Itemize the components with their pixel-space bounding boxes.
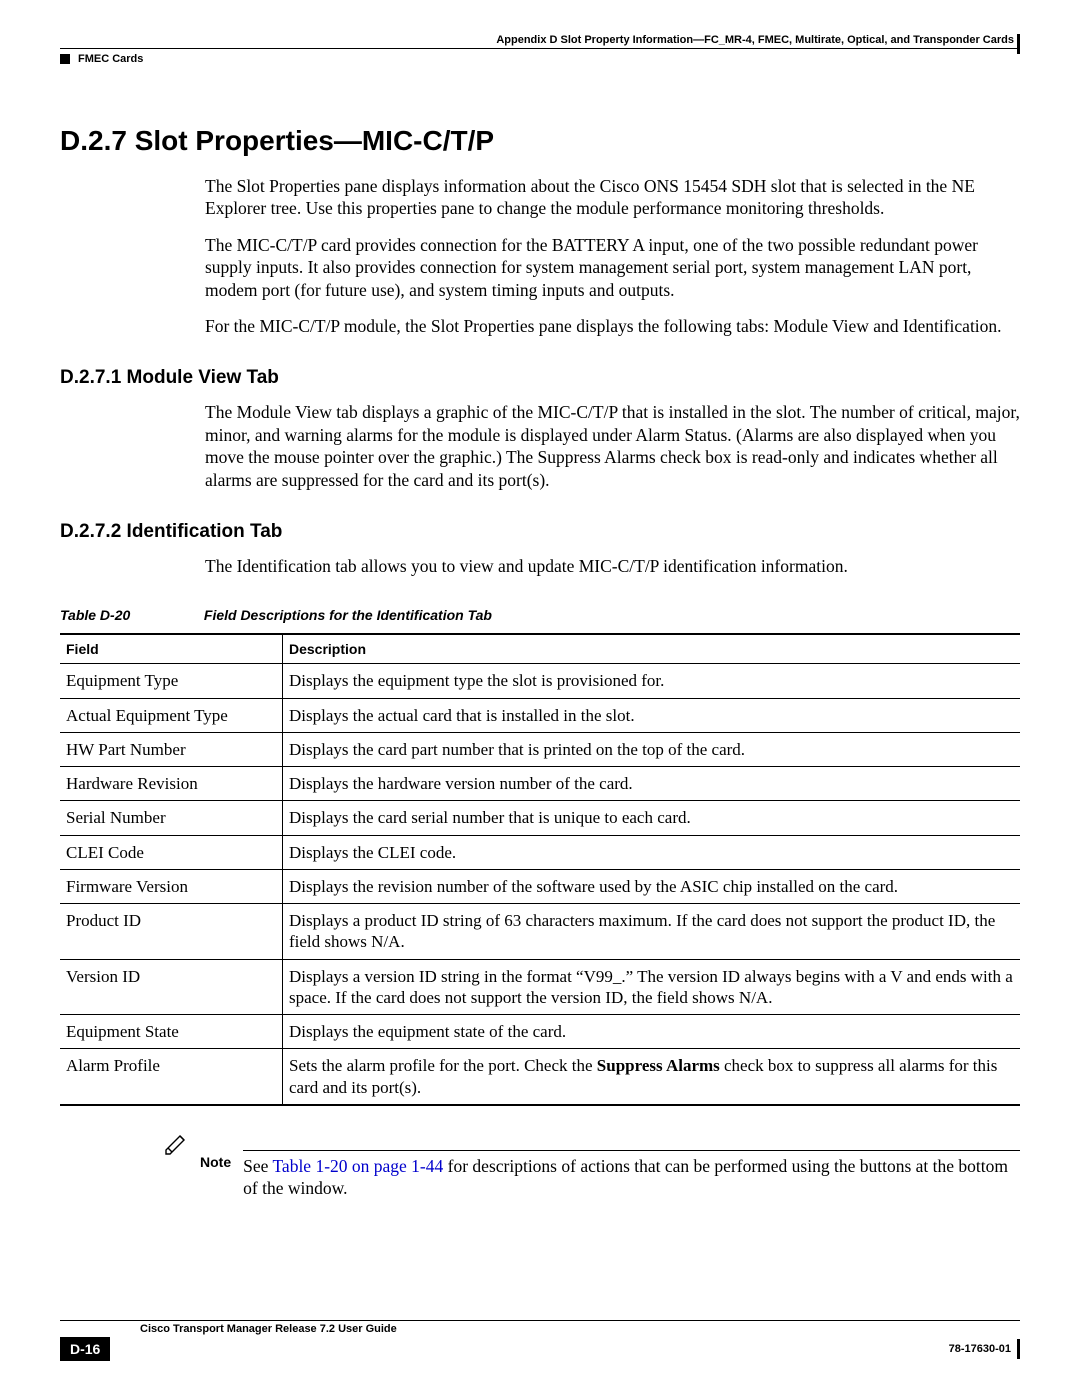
table-header-description: Description [283, 634, 1021, 664]
table-title: Field Descriptions for the Identificatio… [204, 607, 492, 623]
table-cell-field: Hardware Revision [60, 767, 283, 801]
header-subsection: FMEC Cards [60, 53, 1020, 65]
heading-2: D.2.7.2 Identification Tab [60, 521, 1020, 543]
table-row: Actual Equipment TypeDisplays the actual… [60, 698, 1020, 732]
table-cell-field: Alarm Profile [60, 1049, 283, 1105]
table-cell-field: CLEI Code [60, 835, 283, 869]
table-header-field: Field [60, 634, 283, 664]
page-footer: Cisco Transport Manager Release 7.2 User… [60, 1320, 1020, 1361]
paragraph: The Identification tab allows you to vie… [205, 555, 1020, 577]
header-rule [60, 48, 1020, 49]
table-cell-field: Version ID [60, 959, 283, 1015]
table-row: Version IDDisplays a version ID string i… [60, 959, 1020, 1015]
heading-1: D.2.7 Slot Properties—MIC-C/T/P [60, 125, 1020, 157]
footer-bar-icon [1017, 1339, 1020, 1359]
table-cell-field: Serial Number [60, 801, 283, 835]
table-cell-description: Displays the actual card that is install… [283, 698, 1021, 732]
note-link[interactable]: Table 1-20 on page 1-44 [272, 1156, 443, 1176]
note-block: Note See Table 1-20 on page 1-44 for des… [160, 1132, 1020, 1200]
note-label: Note [200, 1132, 231, 1170]
table-cell-description: Displays a version ID string in the form… [283, 959, 1021, 1015]
table-cell-description: Displays a product ID string of 63 chara… [283, 904, 1021, 960]
table-cell-field: Equipment State [60, 1015, 283, 1049]
table-cell-description: Displays the card part number that is pr… [283, 732, 1021, 766]
table-cell-field: Firmware Version [60, 869, 283, 903]
table-row: Equipment StateDisplays the equipment st… [60, 1015, 1020, 1049]
table-cell-description: Displays the revision number of the soft… [283, 869, 1021, 903]
pencil-icon [160, 1132, 190, 1158]
section-label: FMEC Cards [78, 53, 143, 65]
page-number-badge: D-16 [60, 1337, 110, 1361]
note-text: See Table 1-20 on page 1-44 for descript… [243, 1155, 1020, 1200]
footer-rule [60, 1320, 1020, 1321]
table-cell-description: Displays the equipment state of the card… [283, 1015, 1021, 1049]
note-text-wrap: See Table 1-20 on page 1-44 for descript… [243, 1132, 1020, 1200]
table-number: Table D-20 [60, 607, 200, 623]
table-row: Firmware VersionDisplays the revision nu… [60, 869, 1020, 903]
paragraph: The Slot Properties pane displays inform… [205, 175, 1020, 220]
note-rule [243, 1150, 1020, 1151]
table-row: CLEI CodeDisplays the CLEI code. [60, 835, 1020, 869]
table-row: Serial NumberDisplays the card serial nu… [60, 801, 1020, 835]
table-cell-field: Equipment Type [60, 664, 283, 698]
running-header: Appendix D Slot Property Information—FC_… [60, 34, 1020, 46]
paragraph: The MIC-C/T/P card provides connection f… [205, 234, 1020, 301]
table-row: Equipment TypeDisplays the equipment typ… [60, 664, 1020, 698]
document-page: Appendix D Slot Property Information—FC_… [0, 0, 1080, 1397]
header-bar-icon [1017, 34, 1020, 54]
table-cell-description: Displays the equipment type the slot is … [283, 664, 1021, 698]
table-cell-field: Product ID [60, 904, 283, 960]
table-cell-field: Actual Equipment Type [60, 698, 283, 732]
section-marker-icon [60, 54, 70, 64]
table-cell-description: Displays the CLEI code. [283, 835, 1021, 869]
table-body: Equipment TypeDisplays the equipment typ… [60, 664, 1020, 1105]
note-pre: See [243, 1156, 272, 1176]
table-caption: Table D-20 Field Descriptions for the Id… [60, 607, 1020, 623]
identification-table: Field Description Equipment TypeDisplays… [60, 633, 1020, 1106]
footer-title: Cisco Transport Manager Release 7.2 User… [60, 1323, 1020, 1335]
heading-2: D.2.7.1 Module View Tab [60, 367, 1020, 389]
table-cell-description: Sets the alarm profile for the port. Che… [283, 1049, 1021, 1105]
table-cell-description: Displays the card serial number that is … [283, 801, 1021, 835]
table-row: Alarm ProfileSets the alarm profile for … [60, 1049, 1020, 1105]
table-cell-description: Displays the hardware version number of … [283, 767, 1021, 801]
table-row: Hardware RevisionDisplays the hardware v… [60, 767, 1020, 801]
paragraph: The Module View tab displays a graphic o… [205, 401, 1020, 491]
table-row: HW Part NumberDisplays the card part num… [60, 732, 1020, 766]
table-cell-field: HW Part Number [60, 732, 283, 766]
doc-ref: 78-17630-01 [949, 1343, 1011, 1355]
table-row: Product IDDisplays a product ID string o… [60, 904, 1020, 960]
paragraph: For the MIC-C/T/P module, the Slot Prope… [205, 315, 1020, 337]
